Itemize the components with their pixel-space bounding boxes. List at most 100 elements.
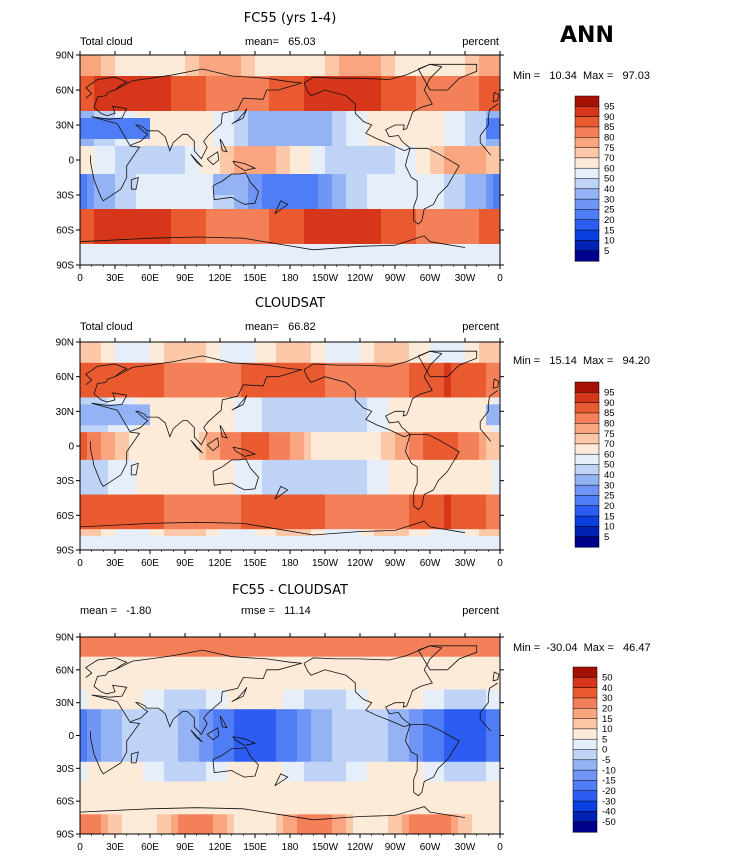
field-cell xyxy=(87,637,95,645)
field-cell xyxy=(311,125,319,133)
field-cell xyxy=(409,97,417,105)
field-cell xyxy=(339,223,347,231)
field-cell xyxy=(451,397,459,405)
field-cell xyxy=(451,487,459,496)
field-cell xyxy=(129,258,137,265)
field-cell xyxy=(409,459,417,468)
field-cell xyxy=(458,650,466,658)
field-cell xyxy=(346,432,354,440)
field-cell xyxy=(339,139,347,147)
field-cell xyxy=(416,132,424,140)
field-cell xyxy=(87,432,95,440)
field-cell xyxy=(157,411,165,419)
field-cell xyxy=(276,404,284,412)
field-cell xyxy=(199,494,207,503)
field-cell xyxy=(283,487,291,496)
field-cell xyxy=(444,459,452,468)
field-cell xyxy=(332,452,340,461)
field-cell xyxy=(262,418,270,426)
colorbar-label: 25 xyxy=(604,205,615,216)
coastline xyxy=(232,160,257,171)
field-cell xyxy=(248,223,256,231)
field-cell xyxy=(458,244,466,252)
field-cell xyxy=(248,728,256,737)
field-cell xyxy=(479,111,487,119)
field-cell xyxy=(115,342,123,350)
field-cell xyxy=(262,663,270,671)
field-cell xyxy=(290,643,298,651)
field-cell xyxy=(171,397,179,405)
field-cell xyxy=(276,689,284,697)
field-cell xyxy=(80,230,88,238)
field-cell xyxy=(486,97,494,105)
field-cell xyxy=(234,55,242,63)
field-cell xyxy=(374,742,382,750)
field-cell xyxy=(458,682,466,691)
field-cell xyxy=(157,473,165,482)
field-cell xyxy=(143,722,151,730)
field-cell xyxy=(367,728,375,737)
field-cell xyxy=(115,432,123,440)
field-cell xyxy=(276,230,284,238)
lat-tick-label: 0 xyxy=(68,442,74,453)
field-cell xyxy=(451,452,459,461)
field-cell xyxy=(493,216,500,224)
field-cell xyxy=(115,722,123,730)
field-cell xyxy=(164,432,172,440)
field-cell xyxy=(185,459,193,468)
field-cell xyxy=(297,748,305,756)
field-cell xyxy=(185,355,193,364)
field-cell xyxy=(290,383,298,392)
field-cell xyxy=(213,411,221,419)
field-cell xyxy=(220,452,228,461)
field-cell xyxy=(269,230,277,238)
field-cell xyxy=(472,383,480,392)
field-cell xyxy=(234,728,242,737)
field-cell xyxy=(255,446,263,454)
field-cell xyxy=(311,104,319,112)
field-cell xyxy=(409,188,417,196)
field-cell xyxy=(185,696,193,704)
field-cell xyxy=(150,376,158,385)
field-cell xyxy=(325,244,333,252)
field-cell xyxy=(395,251,403,259)
field-cell xyxy=(318,473,326,482)
field-cell xyxy=(325,702,333,710)
field-cell xyxy=(430,118,438,126)
field-cell xyxy=(255,494,263,503)
field-cell xyxy=(290,153,298,161)
field-cell xyxy=(395,342,403,350)
field-cell xyxy=(360,487,368,496)
field-cell xyxy=(325,111,333,119)
field-cell xyxy=(234,446,242,454)
field-cell xyxy=(465,76,473,84)
field-cell xyxy=(318,146,326,154)
coastline xyxy=(232,446,257,457)
field-cell xyxy=(304,348,312,357)
field-cell xyxy=(157,195,165,203)
field-cell xyxy=(290,202,298,210)
field-cell xyxy=(108,230,116,238)
units-label: percent xyxy=(462,605,499,617)
field-cell xyxy=(143,69,151,77)
field-cell xyxy=(486,656,494,664)
field-cell xyxy=(227,342,235,350)
field-cell xyxy=(283,390,291,399)
field-cell xyxy=(318,244,326,252)
field-cell xyxy=(283,748,291,756)
field-cell xyxy=(437,682,445,691)
field-cell xyxy=(192,473,200,482)
field-cell xyxy=(136,125,144,133)
field-cell xyxy=(304,62,312,70)
field-cell xyxy=(129,244,137,252)
field-cell xyxy=(409,735,417,743)
field-cell xyxy=(311,237,319,245)
field-cell xyxy=(234,473,242,482)
field-cell xyxy=(262,160,270,168)
field-cell xyxy=(325,696,333,704)
field-cell xyxy=(283,446,291,454)
field-cell xyxy=(346,522,354,530)
field-cell xyxy=(136,383,144,392)
field-cell xyxy=(444,348,452,357)
field-cell xyxy=(353,515,361,523)
